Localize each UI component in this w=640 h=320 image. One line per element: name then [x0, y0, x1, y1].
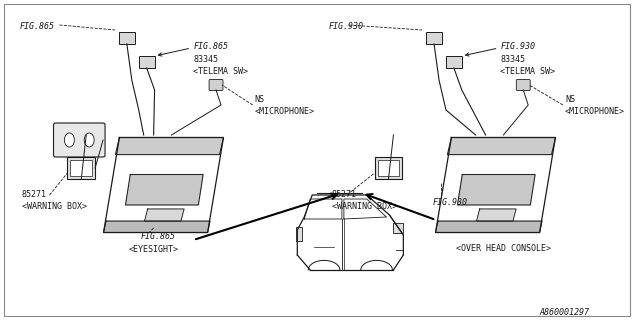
Polygon shape — [436, 221, 542, 233]
Text: 85271: 85271 — [332, 190, 357, 199]
Polygon shape — [104, 221, 210, 233]
Bar — [378, 160, 399, 176]
Text: FIG.930: FIG.930 — [329, 22, 364, 31]
Polygon shape — [447, 138, 556, 155]
Text: FIG.865: FIG.865 — [20, 22, 55, 31]
Bar — [394, 223, 403, 233]
Polygon shape — [458, 174, 535, 205]
Bar — [70, 160, 92, 176]
FancyBboxPatch shape — [209, 79, 223, 91]
Bar — [374, 157, 403, 179]
Polygon shape — [115, 138, 223, 155]
Polygon shape — [145, 209, 184, 221]
Text: FIG.865: FIG.865 — [141, 232, 176, 241]
Text: <WARNING BOX>: <WARNING BOX> — [332, 202, 397, 211]
Text: <EYESIGHT>: <EYESIGHT> — [129, 245, 179, 254]
Bar — [296, 227, 302, 241]
Text: <TELEMA SW>: <TELEMA SW> — [500, 67, 556, 76]
Text: <MICROPHONE>: <MICROPHONE> — [255, 107, 315, 116]
Bar — [67, 157, 95, 179]
Text: FIG.865: FIG.865 — [193, 42, 228, 51]
Text: NS: NS — [255, 95, 265, 104]
Text: <OVER HEAD CONSOLE>: <OVER HEAD CONSOLE> — [456, 244, 551, 253]
Ellipse shape — [84, 133, 94, 147]
Text: FIG.930: FIG.930 — [500, 42, 536, 51]
Bar — [446, 56, 462, 68]
Text: 83345: 83345 — [500, 55, 525, 64]
Text: NS: NS — [565, 95, 575, 104]
Bar — [426, 32, 442, 44]
FancyBboxPatch shape — [54, 123, 105, 157]
Text: <WARNING BOX>: <WARNING BOX> — [22, 202, 87, 211]
FancyBboxPatch shape — [516, 79, 530, 91]
Bar — [119, 32, 135, 44]
Text: 85271: 85271 — [22, 190, 47, 199]
Ellipse shape — [65, 133, 74, 147]
Polygon shape — [125, 174, 203, 205]
Text: FIG.930: FIG.930 — [433, 198, 468, 207]
Bar — [139, 56, 155, 68]
Text: <TELEMA SW>: <TELEMA SW> — [193, 67, 248, 76]
Polygon shape — [477, 209, 516, 221]
Text: 83345: 83345 — [193, 55, 218, 64]
Text: <MICROPHONE>: <MICROPHONE> — [565, 107, 625, 116]
Text: A860001297: A860001297 — [540, 308, 589, 317]
